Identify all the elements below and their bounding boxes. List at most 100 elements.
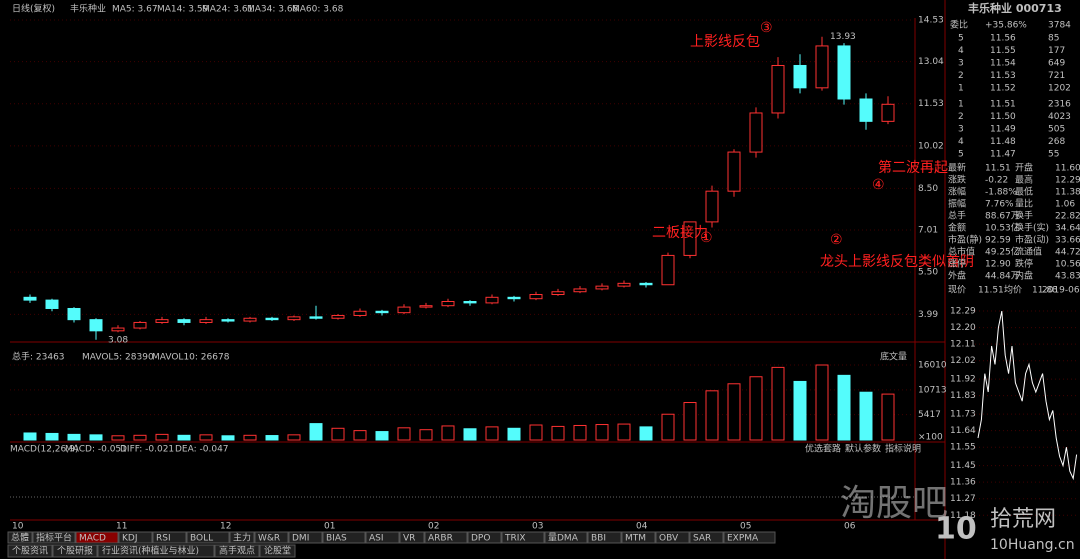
tab[interactable] [288, 531, 323, 544]
quote-cell: 268 [1048, 137, 1065, 147]
stat-cell: 7.76% [985, 200, 1014, 210]
candle-body [45, 299, 59, 309]
quote-cell: 4 [958, 137, 964, 147]
price-tick: 5.50 [918, 268, 938, 278]
intraday-tick: 11.45 [950, 461, 976, 471]
volume-bar [23, 432, 37, 441]
tab[interactable] [544, 531, 588, 544]
volume-bar [441, 425, 455, 441]
month-label: 05 [740, 522, 751, 532]
volume-bar [419, 429, 433, 441]
quote-cell: 11.56 [990, 34, 1016, 44]
stat-cell: 换手 [1015, 210, 1033, 222]
quote-cell: 721 [1048, 71, 1065, 81]
quote-cell: 2 [958, 112, 964, 122]
volume-bar [463, 428, 477, 441]
tab-label: 个股研报 [57, 545, 93, 557]
tab-label: 主力 [233, 532, 251, 544]
stat-cell: 10.53亿 [985, 222, 1020, 234]
annotation: 二板接力 [652, 224, 708, 241]
tab-label: DMI [292, 534, 309, 544]
tab[interactable] [689, 531, 724, 544]
tab-label: 行业资讯(种植业与林业) [102, 545, 199, 557]
price-tick: 14.53 [918, 15, 944, 25]
volume-bar [859, 391, 873, 441]
intraday-tick: 11.36 [950, 478, 976, 488]
stat-cell: 44.72亿 [1055, 246, 1080, 258]
ratio: 委比 [950, 19, 968, 31]
macd-button[interactable]: 指标说明 [885, 443, 921, 455]
macd-header: DIFF: -0.021 [120, 445, 174, 455]
volume-bar [815, 364, 829, 441]
candle-body [639, 282, 653, 286]
quote-cell: 5 [958, 34, 964, 44]
high-label: 13.93 [830, 32, 856, 42]
stat-cell: 88.67万 [985, 212, 1020, 222]
tab[interactable] [7, 544, 53, 558]
intraday-tick: 11.64 [950, 426, 976, 436]
stat-cell: 43.83万 [1055, 272, 1080, 282]
stat-cell: 34.64% [1055, 224, 1080, 234]
tab[interactable] [467, 531, 502, 544]
intraday-head: 2019-06-14 [1042, 286, 1080, 296]
month-label: 04 [636, 522, 648, 532]
ma-label: MA14: 3.59 [157, 5, 209, 15]
tab[interactable] [259, 544, 296, 558]
tab[interactable] [7, 531, 33, 544]
volume-bar [375, 431, 389, 441]
volume-bar [705, 390, 719, 441]
volume-tick: 5417 [918, 410, 941, 420]
tab[interactable] [365, 531, 400, 544]
intraday-tick: 12.29 [950, 307, 976, 317]
volume-bar [507, 427, 521, 441]
volume-bar [331, 427, 345, 441]
tab[interactable] [587, 531, 622, 544]
tab[interactable] [399, 531, 425, 544]
tab-label: VR [403, 534, 415, 544]
intraday-line [977, 310, 1078, 481]
intraday-tick: 12.11 [950, 340, 976, 350]
macd-button[interactable]: 优选套路 [805, 443, 841, 455]
candle-body [661, 254, 675, 286]
candle-body [353, 310, 367, 316]
quote-cell: 85 [1048, 34, 1059, 44]
volume-header: 总手: 23463 [12, 351, 65, 363]
tab[interactable] [97, 544, 215, 558]
candle-body [727, 151, 741, 192]
stat-cell: 12.90 [985, 260, 1011, 270]
tab[interactable] [723, 531, 776, 544]
annotation: ① [700, 230, 713, 246]
tab[interactable] [655, 531, 690, 544]
stat-cell: 22.82% [1055, 212, 1080, 222]
macd-button[interactable]: 默认参数 [845, 443, 881, 455]
candle-body [155, 319, 169, 323]
tab-label: 量DMA [548, 533, 579, 544]
volume-bar [155, 433, 169, 441]
tab[interactable] [214, 544, 260, 558]
tab[interactable] [186, 531, 230, 544]
tab[interactable] [229, 531, 255, 544]
tab[interactable] [621, 531, 656, 544]
candle-body [199, 319, 213, 323]
tab[interactable] [501, 531, 545, 544]
macd-header: DEA: -0.047 [175, 445, 229, 455]
tab[interactable] [118, 531, 153, 544]
tab[interactable] [254, 531, 289, 544]
tab[interactable] [52, 544, 98, 558]
stat-cell: 12.29 [1055, 176, 1080, 186]
tab[interactable] [322, 531, 366, 544]
volume-bar [749, 376, 763, 441]
stat-cell: -0.22 [985, 176, 1008, 186]
tab[interactable] [75, 531, 119, 544]
tab[interactable] [152, 531, 187, 544]
watermark: 10 [935, 512, 977, 547]
candle-body [573, 288, 587, 293]
intraday-head: 现价 [948, 285, 966, 296]
volume-unit[interactable]: 底文量 [880, 351, 907, 363]
candle-body [463, 301, 477, 304]
volume-bar [353, 430, 367, 441]
stat-cell: 流通值 [1015, 246, 1042, 258]
tab[interactable] [32, 531, 76, 544]
tab[interactable] [424, 531, 468, 544]
